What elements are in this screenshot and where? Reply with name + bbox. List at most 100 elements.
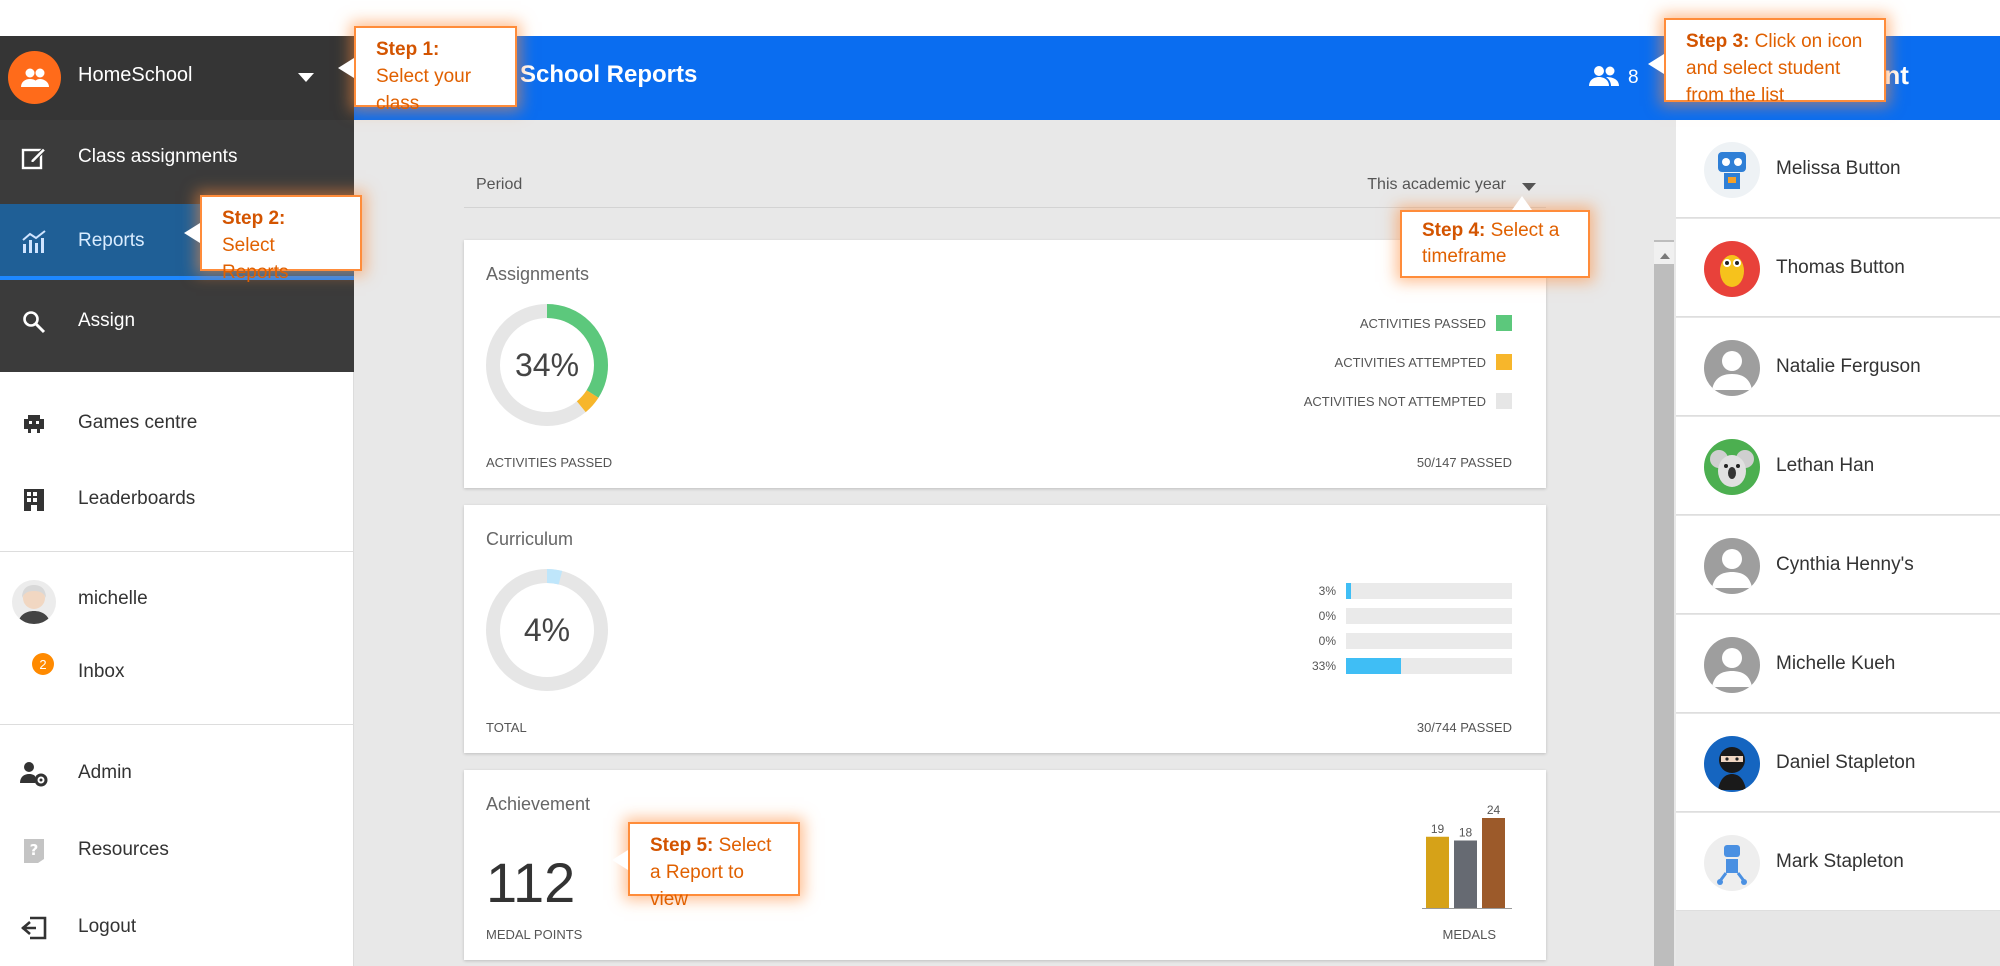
people-icon bbox=[1588, 65, 1620, 92]
legend-swatch bbox=[1496, 393, 1512, 409]
sidebar-item-inbox[interactable]: Inbox bbox=[0, 635, 354, 711]
bar-fill bbox=[1346, 583, 1351, 599]
assignments-report-card[interactable]: Assignments 34% ACTIVITIES PASSED ACTIVI… bbox=[464, 240, 1546, 488]
student-name: Natalie Ferguson bbox=[1776, 356, 1921, 377]
sidebar-item-class-assignments[interactable]: Class assignments bbox=[0, 120, 354, 196]
card-footer-label: ACTIVITIES PASSED bbox=[486, 455, 613, 470]
sidebar-item-resources[interactable]: ? Resources bbox=[0, 813, 354, 889]
student-name: Mark Stapleton bbox=[1776, 851, 1904, 872]
card-title: Curriculum bbox=[486, 529, 574, 549]
sidebar-item-label: Inbox bbox=[78, 661, 125, 682]
space-invader-icon bbox=[20, 410, 48, 438]
student-list-item[interactable]: Cynthia Henny's bbox=[1676, 516, 2000, 614]
period-selector[interactable]: Period This academic year bbox=[464, 164, 1546, 208]
period-label: Period bbox=[476, 176, 523, 193]
sidebar-item-assign[interactable]: Assign bbox=[0, 284, 354, 360]
robot-avatar-icon bbox=[1704, 835, 1760, 891]
medal-count-label: 18 bbox=[1459, 826, 1473, 840]
student-name: Melissa Button bbox=[1776, 158, 1901, 179]
card-footer-value: 30/744 PASSED bbox=[1416, 720, 1512, 735]
bar-percent: 0% bbox=[1318, 634, 1336, 648]
callout-pointer bbox=[1648, 54, 1664, 74]
sidebar-item-label: Resources bbox=[78, 839, 169, 860]
chevron-down-icon[interactable] bbox=[298, 73, 314, 82]
sidebar-item-games-centre[interactable]: Games centre bbox=[0, 386, 354, 462]
student-list-item[interactable]: Michelle Kueh bbox=[1676, 615, 2000, 713]
callout-text: Select a Report to view bbox=[650, 835, 772, 910]
chevron-down-icon[interactable] bbox=[1522, 183, 1536, 191]
class-name: HomeSchool bbox=[78, 64, 193, 86]
sidebar-item-leaderboards[interactable]: Leaderboards bbox=[0, 462, 354, 538]
donut-percent: 4% bbox=[523, 611, 571, 648]
sidebar-item-logout[interactable]: Logout bbox=[0, 890, 354, 966]
callout-text: Click on icon and select student from th… bbox=[1686, 31, 1863, 106]
sidebar-item-label: Games centre bbox=[78, 412, 198, 433]
callout-step-3: Step 3: Click on icon and select student… bbox=[1648, 18, 1886, 106]
help-icon: ? bbox=[20, 837, 48, 865]
monster-avatar-icon bbox=[1704, 241, 1760, 297]
sidebar-item-profile[interactable]: michelle bbox=[0, 562, 354, 638]
inbox-count-badge: 2 bbox=[32, 653, 54, 675]
student-list-item[interactable]: Mark Stapleton bbox=[1676, 813, 2000, 911]
class-selector[interactable]: HomeSchool bbox=[0, 36, 354, 120]
bar-percent: 3% bbox=[1318, 584, 1336, 598]
student-list-item[interactable]: Lethan Han bbox=[1676, 417, 2000, 515]
student-name: Thomas Button bbox=[1776, 257, 1905, 278]
default-user-avatar-icon bbox=[1704, 637, 1760, 693]
student-name: Lethan Han bbox=[1776, 455, 1875, 476]
student-list-item[interactable]: Thomas Button bbox=[1676, 219, 2000, 317]
chart-icon bbox=[20, 228, 48, 256]
scrollbar[interactable] bbox=[1654, 240, 1674, 966]
callout-pointer bbox=[1512, 196, 1532, 210]
medals-chart: 19 18 24 bbox=[1422, 803, 1512, 909]
sidebar-item-label: Assign bbox=[78, 310, 136, 331]
callout-pointer bbox=[338, 58, 354, 78]
sidebar: HomeSchool Class assignments Reports Ass… bbox=[0, 36, 354, 966]
legend-label: ACTIVITIES PASSED bbox=[1359, 315, 1486, 331]
callout-step-1: Step 1: Select your class bbox=[338, 26, 517, 114]
search-icon bbox=[20, 308, 48, 336]
student-list-panel: Melissa Button Thomas Button Natalie Fer… bbox=[1676, 120, 2000, 966]
legend-swatch bbox=[1496, 315, 1512, 331]
edit-icon bbox=[20, 144, 48, 172]
logout-icon bbox=[20, 914, 48, 942]
chevron-up-icon[interactable] bbox=[1660, 253, 1670, 259]
student-name: Michelle Kueh bbox=[1776, 653, 1896, 674]
medal-points-value: 112 bbox=[486, 851, 576, 914]
student-list-button[interactable]: 8 bbox=[1588, 62, 1648, 94]
callout-pointer bbox=[612, 850, 628, 870]
student-list-item[interactable]: Natalie Ferguson bbox=[1676, 318, 2000, 416]
page-title: School Reports bbox=[520, 61, 698, 88]
sidebar-item-label: Admin bbox=[78, 762, 132, 783]
callout-step-label: Step 3: bbox=[1686, 31, 1750, 52]
donut-progress-arc bbox=[486, 569, 608, 691]
student-list-item[interactable]: Melissa Button bbox=[1676, 120, 2000, 218]
default-user-avatar-icon bbox=[1704, 340, 1760, 396]
student-list-item[interactable]: Daniel Stapleton bbox=[1676, 714, 2000, 812]
legend-item: ACTIVITIES PASSED bbox=[1360, 314, 1512, 332]
card-footer-value: 50/147 PASSED bbox=[1416, 455, 1512, 470]
curriculum-donut bbox=[486, 569, 608, 691]
robot-avatar-icon bbox=[1704, 142, 1760, 198]
medal-bar bbox=[1426, 836, 1449, 908]
curriculum-bar: 3% bbox=[1296, 583, 1512, 599]
legend-label: ACTIVITIES NOT ATTEMPTED bbox=[1303, 393, 1486, 409]
callout-step-label: Step 4: bbox=[1422, 220, 1486, 241]
medal-count-label: 24 bbox=[1487, 803, 1501, 817]
svg-text:?: ? bbox=[30, 841, 39, 859]
class-group-icon bbox=[8, 51, 61, 104]
bar-percent: 33% bbox=[1311, 659, 1336, 673]
card-footer-label: TOTAL bbox=[486, 720, 527, 735]
sidebar-item-label: Leaderboards bbox=[78, 488, 196, 509]
period-value: This academic year bbox=[1367, 176, 1506, 193]
legend-swatch bbox=[1496, 354, 1512, 370]
sidebar-item-admin[interactable]: Admin bbox=[0, 736, 354, 812]
divider bbox=[0, 724, 354, 725]
grid-icon bbox=[20, 486, 48, 514]
curriculum-report-card[interactable]: Curriculum 4% 3% 0% 0% 33% TOTAL 30/744 … bbox=[464, 505, 1546, 753]
bar-percent: 0% bbox=[1318, 609, 1336, 623]
callout-text: Select your class bbox=[376, 66, 472, 114]
card-footer-label: MEDAL POINTS bbox=[486, 927, 583, 942]
callout-step-5: Step 5: Select a Report to view bbox=[612, 822, 800, 910]
